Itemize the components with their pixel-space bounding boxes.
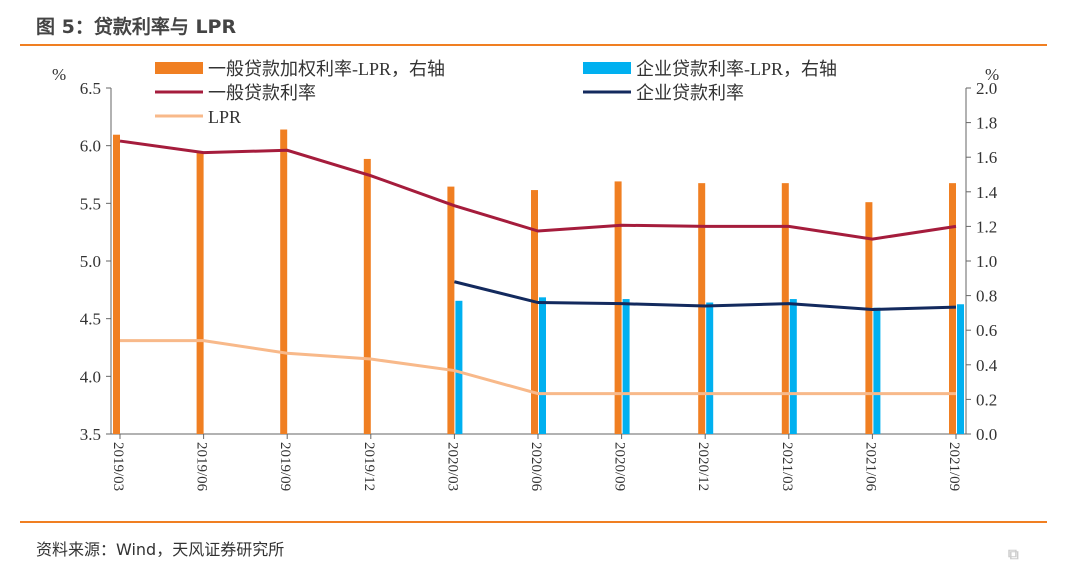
right-tick-label: 0.4 — [976, 356, 998, 375]
x-tick-label: 2020/09 — [612, 442, 628, 491]
right-tick-label: 1.8 — [976, 114, 997, 133]
bar-general-minus-lpr — [196, 152, 204, 434]
right-tick-label: 1.2 — [976, 217, 997, 236]
x-tick-label: 2019/12 — [361, 442, 377, 491]
legend-swatch — [583, 62, 631, 74]
right-tick-label: 0.2 — [976, 390, 997, 409]
legend-label: 一般贷款利率 — [208, 83, 316, 103]
left-tick-label: 5.0 — [80, 252, 101, 271]
bar-corporate-minus-lpr — [873, 307, 881, 434]
bar-general-minus-lpr — [781, 183, 789, 434]
line-corporate-rate — [454, 280, 957, 311]
line-general-rate — [119, 139, 957, 241]
watermark-logo: ⧉ — [1008, 545, 1019, 563]
right-tick-label: 1.6 — [976, 148, 997, 167]
bar-corporate-minus-lpr — [789, 299, 797, 434]
line-lpr — [120, 339, 956, 396]
right-tick-label: 0.0 — [976, 425, 997, 444]
right-tick-label: 1.0 — [976, 252, 997, 271]
bar-general-minus-lpr — [113, 134, 120, 434]
left-tick-label: 4.5 — [80, 310, 101, 329]
bottom-divider — [20, 521, 1047, 523]
x-tick-label: 2021/06 — [862, 442, 878, 492]
bar-general-minus-lpr — [363, 158, 371, 434]
bar-general-minus-lpr — [698, 183, 706, 434]
x-tick-label: 2020/03 — [444, 442, 460, 491]
bar-general-minus-lpr — [614, 181, 622, 434]
bar-corporate-minus-lpr — [455, 300, 463, 434]
x-tick-label: 2019/09 — [277, 442, 293, 491]
right-tick-label: 1.4 — [976, 183, 998, 202]
bar-corporate-minus-lpr — [539, 297, 546, 434]
left-axis-unit: % — [52, 65, 66, 84]
top-divider — [20, 44, 1047, 46]
x-tick-label: 2020/12 — [695, 442, 711, 491]
bar-general-minus-lpr — [447, 186, 455, 434]
bar-corporate-minus-lpr — [706, 302, 714, 434]
left-tick-label: 3.5 — [80, 425, 101, 444]
bar-corporate-minus-lpr — [622, 299, 630, 434]
right-tick-label: 0.8 — [976, 287, 997, 306]
legend-label: 一般贷款加权利率-LPR，右轴 — [208, 59, 445, 79]
x-tick-label: 2019/03 — [110, 442, 126, 491]
left-tick-label: 6.0 — [80, 137, 101, 156]
legend-label: 企业贷款利率-LPR，右轴 — [636, 59, 837, 79]
bar-corporate-minus-lpr — [957, 304, 964, 434]
bar-general-minus-lpr — [865, 202, 873, 434]
x-tick-label: 2020/06 — [528, 442, 544, 492]
chart-title: 图 5：贷款利率与 LPR — [36, 16, 237, 38]
legend-label: 企业贷款利率 — [636, 83, 744, 103]
left-tick-label: 4.0 — [80, 367, 101, 386]
legend-label: LPR — [208, 107, 241, 127]
right-tick-label: 0.6 — [976, 321, 997, 340]
bar-general-minus-lpr — [531, 190, 538, 434]
right-axis-unit: % — [985, 65, 999, 84]
left-tick-label: 6.5 — [80, 79, 101, 98]
legend-swatch — [155, 62, 203, 74]
x-tick-label: 2021/03 — [779, 442, 795, 491]
x-tick-label: 2019/06 — [194, 442, 210, 492]
x-tick-label: 2021/09 — [946, 442, 962, 491]
left-tick-label: 5.5 — [80, 194, 101, 213]
bar-general-minus-lpr — [280, 129, 288, 434]
right-tick-label: 2.0 — [976, 79, 997, 98]
source-note: 资料来源：Wind，天风证券研究所 — [36, 540, 285, 559]
